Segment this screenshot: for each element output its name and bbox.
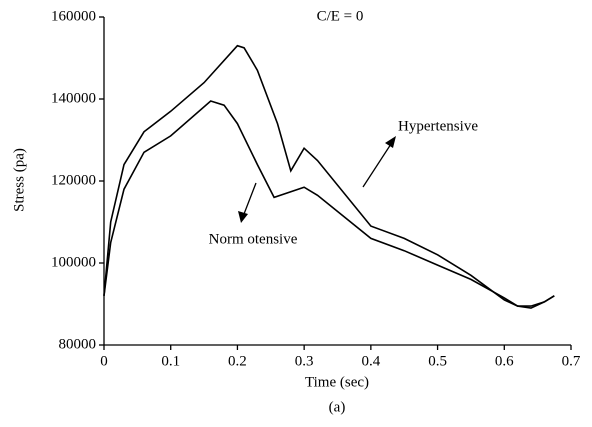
arrow — [362, 136, 396, 188]
y-tick-label: 80000 — [59, 336, 97, 352]
x-tick-label: 0.6 — [495, 353, 514, 369]
series-label: Norm otensive — [209, 231, 298, 247]
line — [103, 44, 555, 309]
y-tick-label: 160000 — [51, 8, 96, 24]
y-tick-label: 100000 — [51, 254, 96, 270]
x-tick-label: 0.4 — [361, 353, 380, 369]
x-tick-label: 0.7 — [562, 353, 581, 369]
y-tick-label: 120000 — [51, 172, 96, 188]
line — [103, 100, 555, 307]
x-tick-label: 0.1 — [161, 353, 180, 369]
annotation: C/E = 0 — [317, 8, 364, 24]
x-tick-label: 0.2 — [228, 353, 247, 369]
x-tick-label: 0.5 — [428, 353, 447, 369]
y-tick-label: 140000 — [51, 90, 96, 106]
y-axis-label: Stress (pa) — [11, 148, 27, 212]
x-tick-label: 0.3 — [295, 353, 314, 369]
x-axis-label: Time (sec) — [305, 374, 369, 390]
arrow — [238, 182, 257, 223]
caption: (a) — [329, 399, 346, 415]
x-tick-label: 0 — [100, 353, 108, 369]
series-label: Hypertensive — [398, 118, 478, 134]
